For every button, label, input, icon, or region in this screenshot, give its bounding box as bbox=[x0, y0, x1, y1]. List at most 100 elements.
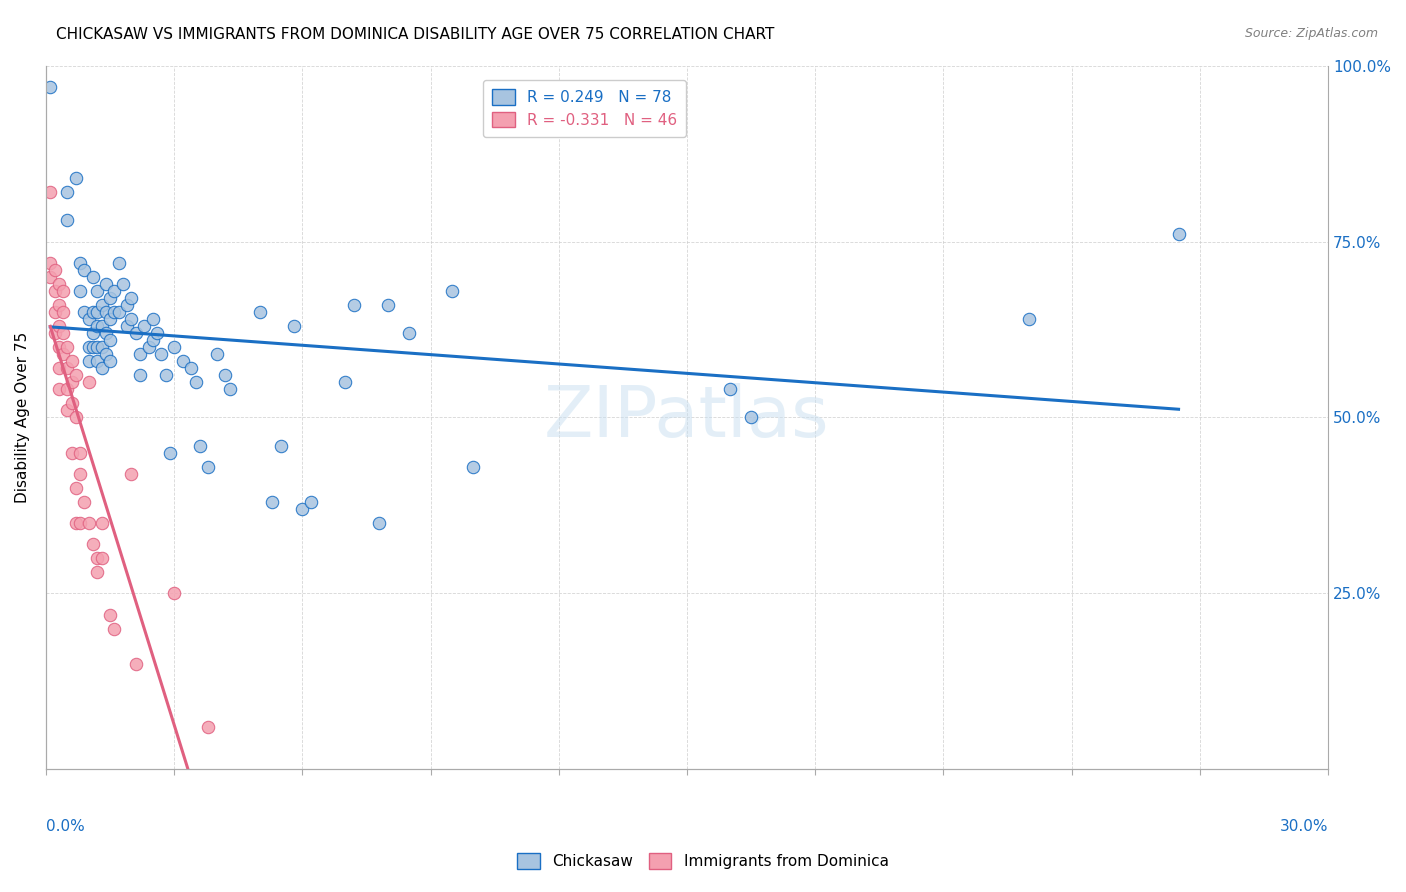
Text: CHICKASAW VS IMMIGRANTS FROM DOMINICA DISABILITY AGE OVER 75 CORRELATION CHART: CHICKASAW VS IMMIGRANTS FROM DOMINICA DI… bbox=[56, 27, 775, 42]
Point bbox=[52, 305, 75, 319]
Point bbox=[77, 354, 100, 368]
Text: 0.0%: 0.0% bbox=[46, 819, 84, 834]
Point bbox=[398, 326, 420, 340]
Point bbox=[44, 284, 66, 298]
Point bbox=[115, 298, 138, 312]
Point bbox=[86, 354, 108, 368]
Point bbox=[163, 340, 186, 354]
Point bbox=[60, 354, 83, 368]
Point bbox=[39, 255, 62, 269]
Point bbox=[65, 368, 87, 383]
Point bbox=[299, 495, 322, 509]
Point bbox=[69, 445, 91, 459]
Point bbox=[155, 368, 177, 383]
Point bbox=[48, 340, 70, 354]
Point bbox=[90, 361, 112, 376]
Point bbox=[77, 312, 100, 326]
Point bbox=[73, 305, 96, 319]
Point bbox=[52, 284, 75, 298]
Point bbox=[94, 326, 117, 340]
Point bbox=[44, 262, 66, 277]
Point bbox=[52, 326, 75, 340]
Point bbox=[249, 305, 271, 319]
Legend: R = 0.249   N = 78, R = -0.331   N = 46: R = 0.249 N = 78, R = -0.331 N = 46 bbox=[482, 80, 686, 136]
Point bbox=[86, 551, 108, 566]
Point bbox=[82, 340, 104, 354]
Point bbox=[90, 516, 112, 530]
Point bbox=[163, 586, 186, 600]
Point bbox=[180, 361, 202, 376]
Point bbox=[107, 305, 129, 319]
Text: Source: ZipAtlas.com: Source: ZipAtlas.com bbox=[1244, 27, 1378, 40]
Text: 30.0%: 30.0% bbox=[1279, 819, 1329, 834]
Point bbox=[86, 318, 108, 333]
Point bbox=[740, 410, 762, 425]
Point bbox=[82, 305, 104, 319]
Y-axis label: Disability Age Over 75: Disability Age Over 75 bbox=[15, 332, 30, 503]
Legend: Chickasaw, Immigrants from Dominica: Chickasaw, Immigrants from Dominica bbox=[512, 847, 894, 875]
Point bbox=[56, 403, 79, 417]
Point bbox=[218, 382, 240, 396]
Point bbox=[90, 551, 112, 566]
Point bbox=[39, 79, 62, 94]
Point bbox=[1018, 312, 1040, 326]
Point bbox=[142, 312, 165, 326]
Point bbox=[115, 318, 138, 333]
Point bbox=[98, 333, 121, 347]
Point bbox=[48, 382, 70, 396]
Point bbox=[283, 318, 305, 333]
Point bbox=[129, 347, 152, 361]
Point bbox=[262, 495, 284, 509]
Point bbox=[90, 340, 112, 354]
Point bbox=[56, 213, 79, 227]
Point bbox=[48, 277, 70, 291]
Point bbox=[69, 516, 91, 530]
Point bbox=[73, 495, 96, 509]
Point bbox=[98, 312, 121, 326]
Point bbox=[86, 284, 108, 298]
Point bbox=[103, 622, 125, 636]
Point bbox=[111, 277, 134, 291]
Point bbox=[82, 269, 104, 284]
Point bbox=[90, 318, 112, 333]
Point bbox=[197, 720, 219, 734]
Point bbox=[463, 459, 485, 474]
Point bbox=[73, 262, 96, 277]
Point bbox=[129, 368, 152, 383]
Point bbox=[69, 284, 91, 298]
Point bbox=[60, 396, 83, 410]
Point bbox=[77, 376, 100, 390]
Point bbox=[48, 298, 70, 312]
Point bbox=[52, 347, 75, 361]
Point bbox=[103, 305, 125, 319]
Point bbox=[197, 459, 219, 474]
Point bbox=[120, 467, 142, 481]
Point bbox=[343, 298, 366, 312]
Point bbox=[368, 516, 391, 530]
Point bbox=[377, 298, 399, 312]
Point bbox=[188, 439, 211, 453]
Point bbox=[77, 340, 100, 354]
Point bbox=[69, 467, 91, 481]
Point bbox=[270, 439, 292, 453]
Point bbox=[103, 284, 125, 298]
Point bbox=[86, 566, 108, 580]
Point bbox=[98, 607, 121, 622]
Point bbox=[65, 516, 87, 530]
Text: ZIPatlas: ZIPatlas bbox=[544, 383, 830, 452]
Point bbox=[120, 312, 142, 326]
Point bbox=[56, 361, 79, 376]
Point bbox=[39, 269, 62, 284]
Point bbox=[291, 502, 314, 516]
Point bbox=[44, 326, 66, 340]
Point bbox=[184, 376, 207, 390]
Point bbox=[65, 410, 87, 425]
Point bbox=[48, 361, 70, 376]
Point bbox=[65, 481, 87, 495]
Point bbox=[214, 368, 236, 383]
Point bbox=[125, 657, 148, 671]
Point bbox=[82, 326, 104, 340]
Point bbox=[56, 382, 79, 396]
Point bbox=[44, 305, 66, 319]
Point bbox=[65, 171, 87, 186]
